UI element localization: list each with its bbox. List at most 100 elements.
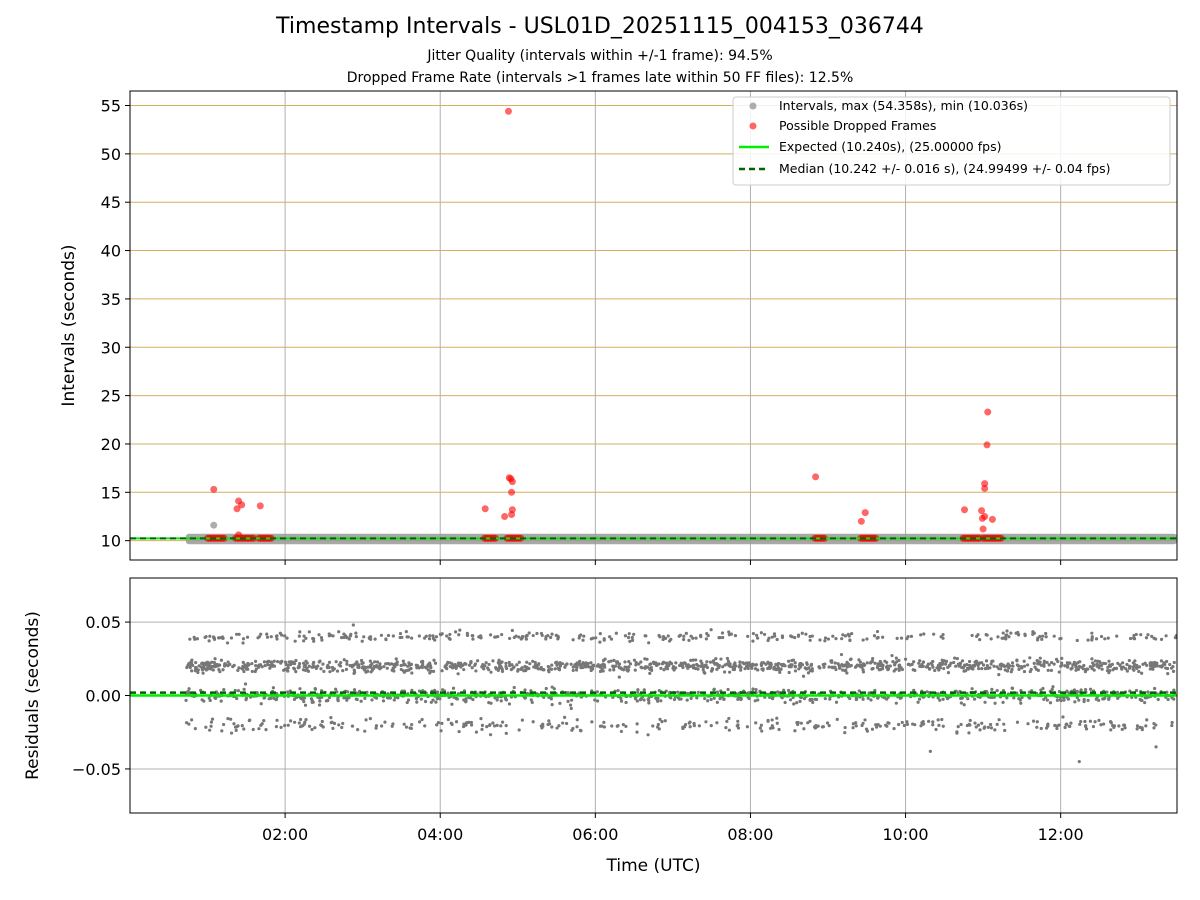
residual-point (201, 671, 205, 675)
residual-point (289, 719, 293, 723)
residual-point (598, 632, 602, 636)
residual-point (894, 667, 898, 671)
residual-point (235, 696, 239, 701)
residual-point (688, 725, 692, 729)
residual-point (927, 719, 931, 723)
residual-point (469, 660, 473, 664)
residual-point (555, 726, 559, 730)
residual-point (512, 635, 516, 640)
residual-point (253, 669, 257, 674)
residual-point (549, 667, 554, 671)
residual-point (1084, 724, 1088, 728)
residual-point (725, 656, 730, 661)
residual-point (1049, 668, 1054, 673)
residual-point (633, 668, 637, 672)
residual-point (341, 669, 345, 673)
residual-point (694, 658, 698, 662)
residual-point (1092, 663, 1096, 667)
residual-point (1073, 700, 1077, 704)
residual-point (941, 633, 945, 637)
residual-point (304, 636, 308, 640)
residual-point (614, 631, 618, 635)
residual-point (1046, 668, 1050, 672)
residual-point (407, 663, 412, 667)
residual-point (608, 668, 612, 672)
residual-point (440, 721, 444, 725)
intervals-ytick-label: 25 (101, 387, 121, 406)
intervals-ytick-label: 45 (101, 193, 121, 212)
residual-point (771, 697, 775, 701)
residual-point (265, 632, 269, 636)
residual-point (487, 668, 491, 672)
residual-point (1117, 724, 1121, 728)
residual-point (681, 725, 685, 729)
residual-point (319, 667, 323, 671)
residual-point (965, 723, 969, 728)
residual-point (569, 662, 573, 666)
residual-point (495, 698, 499, 702)
residual-point (520, 634, 525, 639)
residual-point (1010, 686, 1014, 690)
residual-point (491, 659, 495, 663)
residual-point (930, 663, 934, 667)
residual-point (317, 633, 321, 637)
residual-point (968, 718, 972, 723)
residual-point (669, 637, 673, 641)
residual-point (1015, 663, 1019, 667)
residual-point (1075, 638, 1079, 643)
residual-point (669, 662, 674, 666)
residual-point (954, 664, 958, 668)
residual-point (798, 665, 803, 669)
residual-point (1096, 659, 1100, 663)
residual-point (359, 699, 363, 703)
residual-point (753, 667, 758, 671)
residual-point (674, 661, 678, 665)
residual-point (912, 660, 916, 664)
residual-point (496, 667, 501, 671)
residual-point (507, 702, 512, 706)
residual-point (1122, 723, 1126, 727)
residual-point (814, 697, 819, 702)
residual-point (1150, 634, 1154, 638)
residual-point (571, 638, 575, 642)
residual-point (512, 685, 516, 690)
residual-point (911, 722, 915, 726)
residual-point (864, 727, 869, 731)
residual-point (222, 687, 226, 692)
residual-point (1041, 686, 1045, 691)
residual-point (480, 665, 484, 669)
residual-point (515, 663, 519, 667)
residual-point (642, 688, 646, 692)
residual-point (294, 670, 298, 674)
residual-point (870, 727, 875, 731)
residual-point (453, 630, 458, 634)
residual-point (1090, 631, 1094, 635)
residual-point (327, 634, 331, 638)
residual-point (921, 719, 925, 724)
residual-point (423, 636, 427, 640)
residual-point (753, 699, 757, 703)
residual-point (849, 663, 853, 668)
residual-point (432, 658, 436, 662)
residual-point (1042, 659, 1046, 663)
residual-point (207, 696, 211, 700)
residual-point (905, 720, 909, 724)
residual-point (266, 663, 270, 667)
residual-point (401, 659, 405, 663)
residual-point (274, 698, 278, 702)
residual-point (305, 661, 309, 665)
residual-point (256, 636, 260, 640)
residual-point (921, 722, 926, 726)
residual-point (985, 691, 989, 695)
residual-point (773, 634, 777, 638)
residual-point (825, 721, 830, 725)
residual-point (870, 659, 874, 663)
residual-point (299, 717, 303, 722)
residual-point (792, 702, 796, 706)
residual-point (581, 638, 585, 642)
residual-point (190, 669, 194, 673)
residual-point (1164, 634, 1168, 638)
residual-point (215, 662, 219, 667)
residual-point (1132, 668, 1136, 672)
residual-point (1153, 660, 1157, 665)
